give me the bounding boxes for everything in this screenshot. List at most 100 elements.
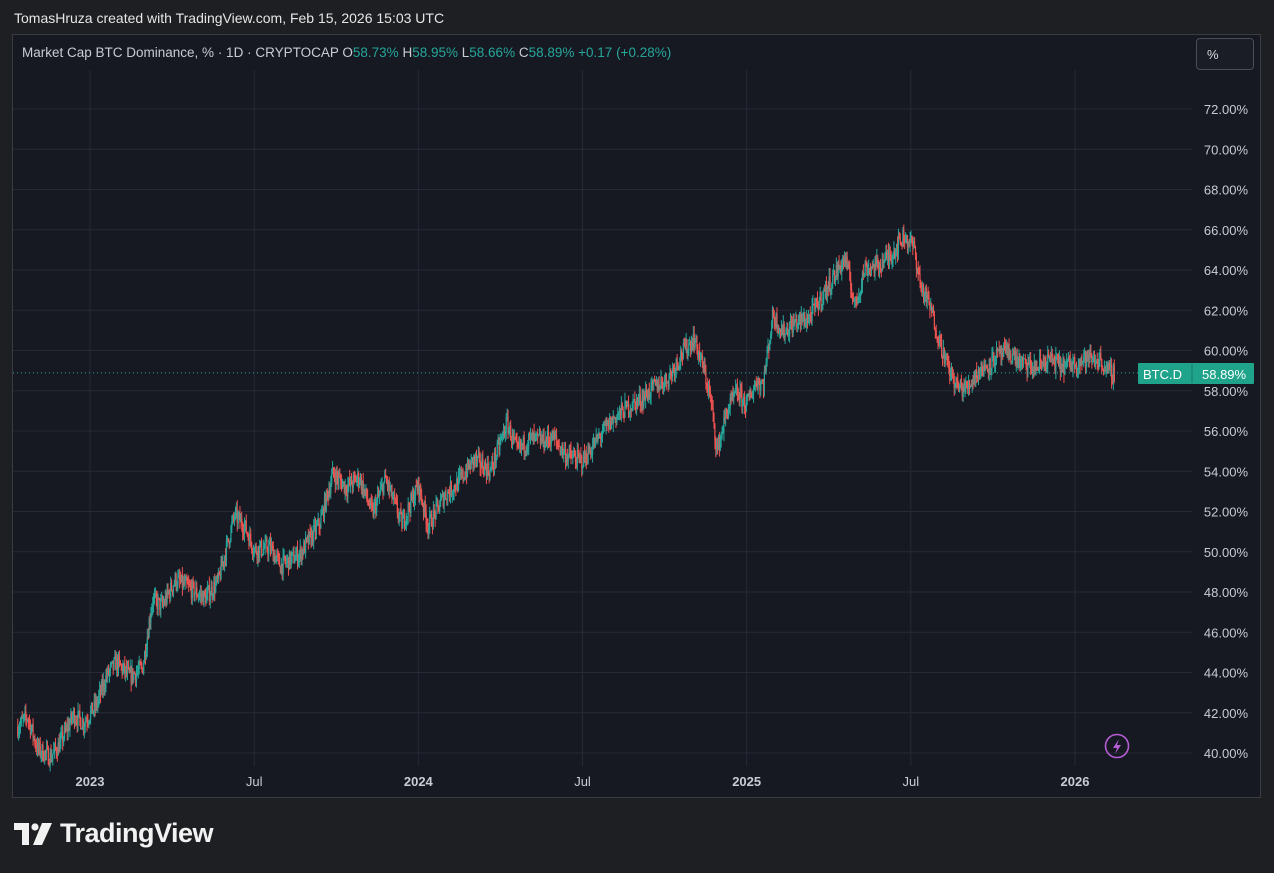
candle-body [113, 658, 115, 669]
candle-body [493, 452, 496, 468]
candle-body [822, 297, 824, 305]
candle-body [909, 240, 911, 244]
candle-body [504, 433, 506, 436]
candle-body [1004, 348, 1007, 350]
candle-body [1074, 356, 1076, 369]
candle-body [1100, 353, 1102, 360]
candle-body [144, 651, 146, 663]
candle-body [221, 560, 223, 567]
candle-body [253, 548, 255, 554]
candle-body [443, 498, 445, 507]
percent-scale-button[interactable]: % [1196, 38, 1254, 70]
candle-body [248, 537, 250, 546]
candle-body [936, 338, 938, 341]
candle-body [1008, 344, 1010, 357]
candle-body [846, 256, 848, 269]
candle-body [325, 490, 327, 511]
candle-body [907, 242, 909, 246]
candle-body [1082, 361, 1084, 363]
candle-body [143, 662, 145, 674]
candle-body [198, 594, 201, 597]
candle-body [45, 751, 47, 753]
candle-body [474, 455, 476, 461]
candle-body [224, 556, 226, 565]
candle-body [1060, 364, 1062, 373]
candle-body [162, 602, 165, 605]
candle-body [76, 721, 78, 726]
candle-body [182, 580, 184, 588]
candle-body [755, 383, 757, 387]
candle-body [553, 432, 555, 441]
close-value: 58.89% [528, 45, 575, 60]
candle-body [40, 754, 42, 756]
candle-body [94, 700, 96, 708]
y-tick-label: 42.00% [1204, 706, 1249, 721]
candle-body [385, 478, 388, 482]
candle-body [955, 377, 957, 384]
candle-body [797, 323, 799, 328]
candle-body [418, 478, 420, 497]
candle-body [942, 348, 944, 358]
candle-body [487, 463, 489, 473]
candle-body [635, 401, 637, 410]
y-tick-label: 44.00% [1204, 666, 1249, 681]
candle-body [163, 602, 165, 604]
candle-body [883, 262, 885, 268]
candle-body [717, 437, 720, 446]
candle-body [949, 366, 951, 377]
candle-body [691, 343, 694, 349]
candle-body [250, 533, 252, 543]
candle-body [1012, 353, 1014, 362]
candle-body [963, 386, 965, 393]
candle-body [595, 434, 597, 439]
candle-body [1054, 362, 1056, 371]
candle-body [593, 441, 595, 447]
candle-body [124, 663, 126, 674]
candle-body [699, 351, 701, 361]
candle-body [395, 499, 398, 503]
chart-pane[interactable] [12, 34, 1261, 798]
candle-body [260, 540, 262, 546]
candle-body [648, 389, 650, 398]
tradingview-logo[interactable]: TradingView [14, 818, 214, 849]
candle-body [576, 450, 578, 467]
candle-body [77, 710, 79, 726]
candle-body [401, 512, 403, 529]
candle-body [997, 348, 999, 351]
candle-body [597, 435, 599, 441]
candle-body [878, 263, 881, 270]
candle-body [687, 350, 689, 355]
candle-body [610, 417, 613, 430]
candle-body [278, 556, 281, 567]
candle-body [186, 578, 188, 583]
candle-body [528, 433, 530, 447]
candle-body [782, 324, 784, 336]
candle-body [874, 260, 876, 274]
candle-body [303, 541, 305, 555]
candle-body [52, 754, 54, 758]
candle-body [944, 356, 946, 364]
candle-body [618, 412, 620, 416]
candle-body [123, 663, 125, 668]
candle-body [422, 505, 425, 512]
candle-body [924, 288, 927, 294]
candle-body [654, 379, 656, 382]
candle-body [62, 731, 64, 743]
candle-body [332, 467, 335, 474]
candle-body [730, 397, 732, 400]
candle-body [539, 434, 542, 444]
candle-body [541, 437, 543, 443]
candle-body [869, 269, 872, 271]
candle-body [631, 409, 633, 411]
candle-body [764, 370, 766, 372]
candle-body [543, 432, 545, 448]
candle-body [572, 455, 574, 459]
candle-body [908, 242, 910, 244]
candle-body [817, 305, 819, 310]
candle-body [511, 440, 513, 442]
candle-body [985, 367, 988, 369]
candle-body [847, 264, 849, 269]
candle-body [79, 710, 81, 719]
lightning-icon[interactable] [1104, 733, 1130, 759]
